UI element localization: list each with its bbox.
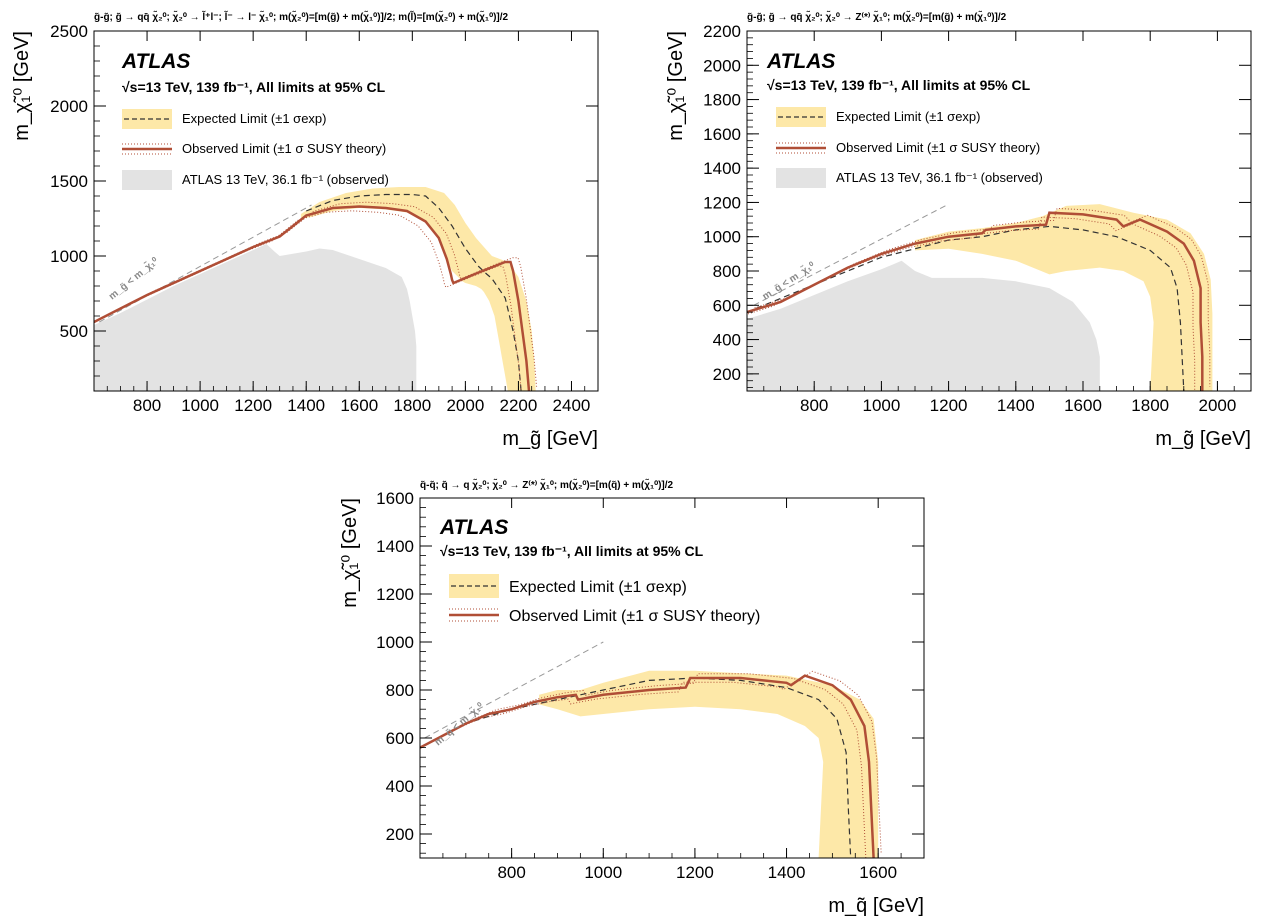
y-tick-label: 1200 bbox=[376, 585, 414, 604]
y-tick-label: 1800 bbox=[703, 91, 741, 110]
y-axis-label: m_χ̃₁⁰ [GeV] bbox=[665, 31, 687, 141]
legend: Expected Limit (±1 σexp) Observed Limit … bbox=[449, 574, 760, 625]
y-tick-label: 1200 bbox=[703, 193, 741, 212]
x-tick-label: 800 bbox=[133, 396, 161, 415]
x-tick-label: 1600 bbox=[859, 863, 897, 882]
y-tick-label: 1600 bbox=[376, 489, 414, 508]
y-tick-label: 200 bbox=[713, 365, 741, 384]
x-tick-label: 1200 bbox=[676, 863, 714, 882]
atlas-label: ATLAS bbox=[439, 516, 508, 539]
y-tick-label: 2500 bbox=[50, 22, 88, 41]
x-tick-label: 1800 bbox=[393, 396, 431, 415]
legend-previous-swatch bbox=[776, 168, 826, 188]
legend-observed-text: Observed Limit (±1 σ SUSY theory) bbox=[182, 141, 386, 156]
y-tick-label: 1400 bbox=[376, 537, 414, 556]
x-tick-label: 1400 bbox=[768, 863, 806, 882]
atlas-label: ATLAS bbox=[766, 50, 835, 73]
legend: Expected Limit (±1 σexp) Observed Limit … bbox=[122, 109, 389, 190]
y-tick-label: 1400 bbox=[703, 159, 741, 178]
kinematic-limit-label: m_q̃ < m_χ̃₁⁰ bbox=[432, 700, 487, 749]
y-tick-label: 2000 bbox=[703, 56, 741, 75]
process-label: g̃-g̃; g̃ → qq̄ χ̃₂⁰; χ̃₂⁰ → Z⁽*⁾ χ̃₁⁰; … bbox=[747, 10, 1007, 23]
legend-observed-text: Observed Limit (±1 σ SUSY theory) bbox=[509, 608, 760, 625]
y-tick-label: 400 bbox=[386, 777, 414, 796]
atlas-label: ATLAS bbox=[121, 50, 190, 73]
plot-area bbox=[86, 187, 536, 395]
y-tick-label: 400 bbox=[713, 331, 741, 350]
kinematic-limit-label: m_g̃ < m_χ̃₁⁰ bbox=[106, 254, 161, 302]
x-axis-label: m_g̃ [GeV] bbox=[502, 428, 598, 450]
energy-label: √s=13 TeV, 139 fb⁻¹, All limits at 95% C… bbox=[767, 77, 1031, 93]
y-axis-label: m_χ̃₁⁰ [GeV] bbox=[339, 498, 361, 608]
x-tick-label: 1000 bbox=[862, 396, 900, 415]
y-tick-label: 200 bbox=[386, 825, 414, 844]
x-tick-label: 1600 bbox=[1064, 396, 1102, 415]
legend-previous-swatch bbox=[122, 170, 172, 190]
process-label: q̃-q̃; q̃ → q χ̃₂⁰; χ̃₂⁰ → Z⁽*⁾ χ̃₁⁰; m(… bbox=[420, 478, 674, 491]
y-tick-label: 600 bbox=[386, 729, 414, 748]
legend-previous-text: ATLAS 13 TeV, 36.1 fb⁻¹ (observed) bbox=[836, 170, 1043, 185]
kinematic-limit-label: m_g̃ < m_χ̃₁⁰ bbox=[760, 259, 818, 303]
y-tick-label: 2000 bbox=[50, 97, 88, 116]
process-label: g̃-g̃; g̃ → qq̄ χ̃₂⁰; χ̃₂⁰ → l̃⁺l⁻; l̃⁻ … bbox=[94, 10, 509, 23]
x-axis-label: m_q̃ [GeV] bbox=[828, 895, 924, 917]
y-tick-label: 800 bbox=[386, 681, 414, 700]
legend-expected-text: Expected Limit (±1 σexp) bbox=[836, 109, 981, 124]
x-tick-label: 1000 bbox=[181, 396, 219, 415]
y-tick-label: 1600 bbox=[703, 125, 741, 144]
y-tick-label: 1000 bbox=[703, 228, 741, 247]
expected-limit-band bbox=[539, 671, 878, 858]
y-axis-label: m_χ̃₁⁰ [GeV] bbox=[11, 31, 33, 141]
legend-previous-text: ATLAS 13 TeV, 36.1 fb⁻¹ (observed) bbox=[182, 172, 389, 187]
x-tick-label: 2200 bbox=[500, 396, 538, 415]
energy-label: √s=13 TeV, 139 fb⁻¹, All limits at 95% C… bbox=[122, 79, 386, 95]
x-tick-label: 800 bbox=[800, 396, 828, 415]
x-tick-label: 2000 bbox=[1198, 396, 1236, 415]
y-tick-label: 2200 bbox=[703, 22, 741, 41]
plot-area bbox=[739, 204, 1212, 395]
y-tick-label: 1000 bbox=[376, 633, 414, 652]
chart-panel-top-left: g̃-g̃; g̃ → qq̄ χ̃₂⁰; χ̃₂⁰ → l̃⁺l⁻; l̃⁻ … bbox=[11, 10, 598, 450]
x-tick-label: 1400 bbox=[997, 396, 1035, 415]
x-tick-label: 1400 bbox=[287, 396, 325, 415]
chart-panel-top-right: g̃-g̃; g̃ → qq̄ χ̃₂⁰; χ̃₂⁰ → Z⁽*⁾ χ̃₁⁰; … bbox=[665, 10, 1251, 450]
x-tick-label: 1000 bbox=[584, 863, 622, 882]
y-tick-label: 600 bbox=[713, 296, 741, 315]
chart-panel-bottom: q̃-q̃; q̃ → q χ̃₂⁰; χ̃₂⁰ → Z⁽*⁾ χ̃₁⁰; m(… bbox=[339, 478, 924, 917]
x-tick-label: 1600 bbox=[340, 396, 378, 415]
y-tick-label: 500 bbox=[60, 322, 88, 341]
legend-expected-text: Expected Limit (±1 σexp) bbox=[182, 111, 327, 126]
energy-label: √s=13 TeV, 139 fb⁻¹, All limits at 95% C… bbox=[440, 543, 704, 559]
y-tick-label: 800 bbox=[713, 262, 741, 281]
legend-expected-text: Expected Limit (±1 σexp) bbox=[509, 579, 687, 596]
legend-observed-text: Observed Limit (±1 σ SUSY theory) bbox=[836, 140, 1040, 155]
y-tick-label: 1500 bbox=[50, 172, 88, 191]
x-tick-label: 2000 bbox=[446, 396, 484, 415]
x-tick-label: 1200 bbox=[234, 396, 272, 415]
y-tick-label: 1000 bbox=[50, 247, 88, 266]
x-axis-label: m_g̃ [GeV] bbox=[1155, 428, 1251, 450]
x-tick-label: 2400 bbox=[553, 396, 591, 415]
x-tick-label: 1800 bbox=[1131, 396, 1169, 415]
x-tick-label: 800 bbox=[497, 863, 525, 882]
legend: Expected Limit (±1 σexp) Observed Limit … bbox=[776, 107, 1043, 188]
plot-area bbox=[412, 642, 881, 862]
x-tick-label: 1200 bbox=[930, 396, 968, 415]
